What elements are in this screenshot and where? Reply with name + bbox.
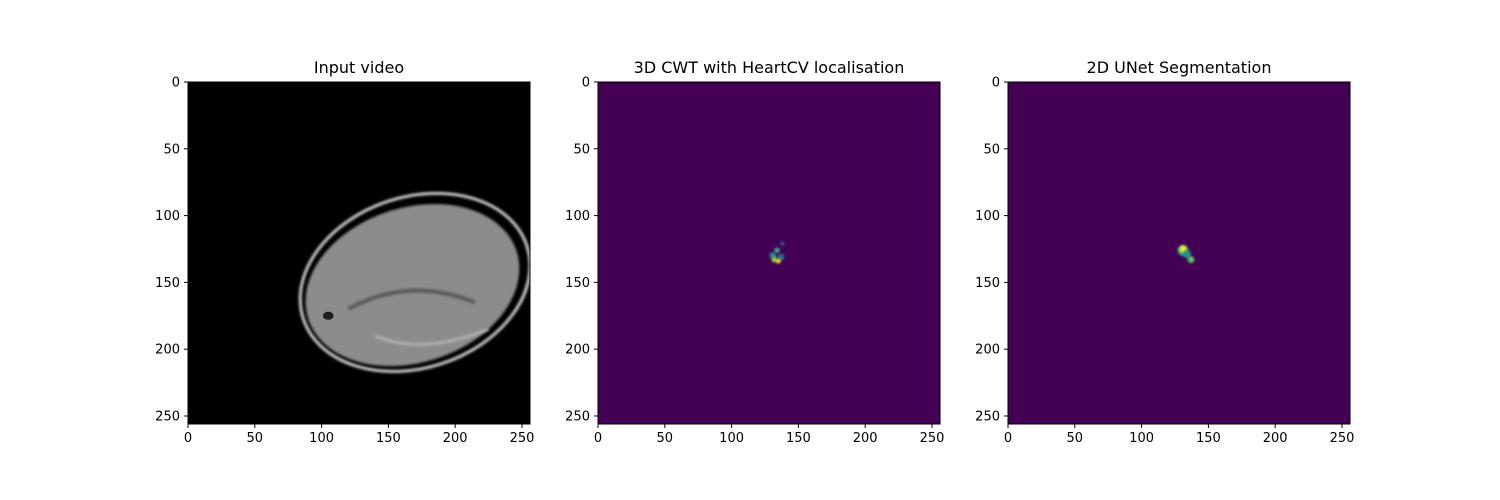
image-area	[187, 81, 531, 425]
y-tick-label: 0	[582, 76, 590, 91]
x-tick-label: 200	[443, 431, 468, 446]
x-tick-label: 150	[1196, 431, 1221, 446]
heatmap-hotspot	[774, 247, 780, 253]
y-tick-label: 50	[573, 142, 590, 157]
x-tick-label: 250	[1330, 431, 1355, 446]
y-tick-label: 50	[163, 142, 180, 157]
image-area	[1007, 81, 1351, 425]
x-tick-label: 50	[657, 431, 674, 446]
y-axis-ticks: 0 50 100 150 200 250	[155, 76, 188, 424]
heatmap-hotspot	[775, 258, 781, 264]
panel-input-video: Input video 0 50 100 150 200 250 0 50 100 150 200…	[155, 58, 535, 446]
x-tick-label: 50	[247, 431, 264, 446]
x-tick-label: 250	[510, 431, 535, 446]
specimen-ring	[298, 191, 530, 373]
y-tick-label: 0	[172, 76, 180, 91]
x-tick-label: 100	[1129, 431, 1154, 446]
y-tick-label: 0	[992, 76, 1000, 91]
heatmap-hotspot	[780, 241, 785, 246]
axes-frame	[597, 81, 941, 425]
x-tick-label: 0	[1004, 431, 1012, 446]
panel-title: 2D UNet Segmentation	[1087, 58, 1272, 77]
x-tick-label: 50	[1067, 431, 1084, 446]
x-axis-ticks: 0 50 100 150 200 250	[1004, 424, 1355, 446]
panel-unet-segmentation: 2D UNet Segmentation 0 50 100 150 200 250 0 50…	[975, 58, 1354, 446]
heatmap-hotspot	[1179, 245, 1187, 253]
x-tick-label: 100	[719, 431, 744, 446]
specimen-body	[305, 203, 520, 367]
y-tick-label: 50	[983, 142, 1000, 157]
image-content	[598, 82, 940, 424]
heatmap-hotspot	[777, 253, 785, 261]
y-tick-label: 200	[565, 343, 590, 358]
x-tick-label: 0	[184, 431, 192, 446]
y-tick-label: 200	[155, 343, 180, 358]
y-tick-label: 150	[155, 276, 180, 291]
image-content	[1008, 82, 1350, 424]
y-axis-ticks: 0 50 100 150 200 250	[565, 76, 598, 424]
specimen-fold	[347, 288, 476, 311]
y-tick-label: 200	[975, 343, 1000, 358]
y-tick-label: 150	[565, 276, 590, 291]
y-tick-label: 150	[975, 276, 1000, 291]
y-tick-label: 100	[565, 209, 590, 224]
heatmap-hotspot	[1187, 256, 1195, 264]
x-axis-ticks: 0 50 100 150 200 250	[594, 424, 945, 446]
panel-title: 3D CWT with HeartCV localisation	[634, 58, 905, 77]
image-area	[597, 81, 941, 425]
axes-frame	[1007, 81, 1351, 425]
x-tick-label: 150	[376, 431, 401, 446]
x-tick-label: 150	[786, 431, 811, 446]
heatmap-hotspot	[1183, 250, 1192, 259]
x-tick-label: 250	[920, 431, 945, 446]
specimen-shadow	[322, 311, 334, 320]
x-tick-label: 200	[1263, 431, 1288, 446]
panel-cwt-heartcv: 3D CWT with HeartCV localisation 0 50 100 1…	[565, 58, 944, 446]
specimen-highlight	[374, 327, 490, 346]
y-tick-label: 250	[975, 409, 1000, 424]
y-tick-label: 100	[975, 209, 1000, 224]
image-content	[188, 82, 530, 424]
y-tick-label: 100	[155, 209, 180, 224]
y-tick-label: 250	[565, 409, 590, 424]
y-tick-label: 250	[155, 409, 180, 424]
panel-title: Input video	[314, 58, 404, 77]
axes-frame	[187, 81, 531, 425]
x-tick-label: 100	[309, 431, 334, 446]
x-axis-ticks: 0 50 100 150 200 250	[184, 424, 535, 446]
x-tick-label: 200	[853, 431, 878, 446]
heatmap-hotspot	[771, 257, 778, 263]
x-tick-label: 0	[594, 431, 602, 446]
y-axis-ticks: 0 50 100 150 200 250	[975, 76, 1008, 424]
image-background	[598, 82, 940, 424]
